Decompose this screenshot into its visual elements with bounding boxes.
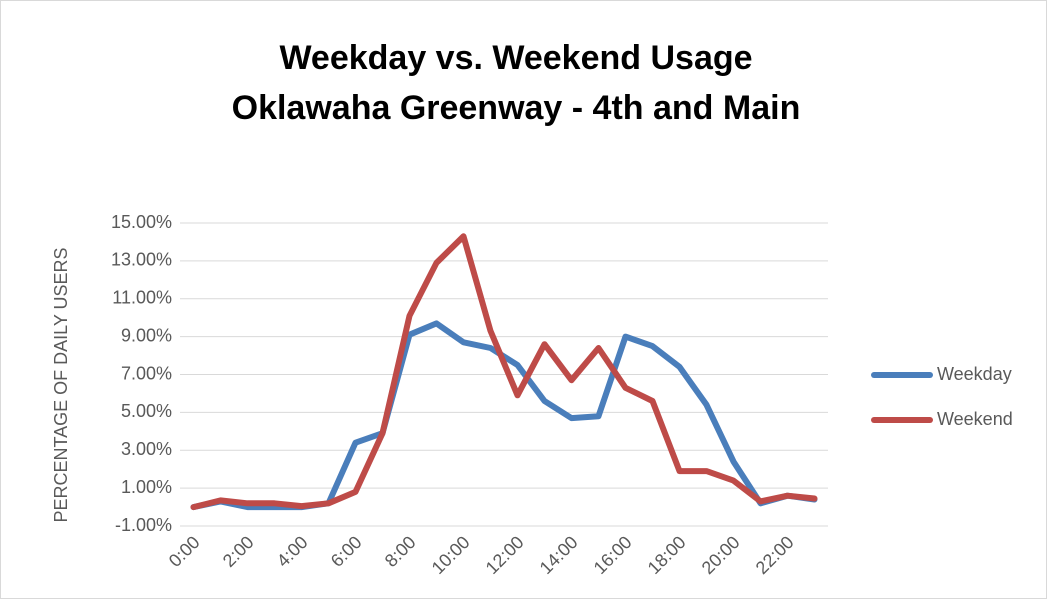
chart-subtitle: Oklawaha Greenway - 4th and Main xyxy=(232,89,801,127)
chart-title: Weekday vs. Weekend Usage xyxy=(279,39,752,77)
y-tick-label: 13.00% xyxy=(111,250,172,270)
y-tick-label: 3.00% xyxy=(121,439,172,459)
y-axis-label: PERCENTAGE OF DAILY USERS xyxy=(51,247,71,522)
y-tick-label: 1.00% xyxy=(121,477,172,497)
y-tick-label: 15.00% xyxy=(111,212,172,232)
y-tick-label: 7.00% xyxy=(121,363,172,383)
y-tick-label: 11.00% xyxy=(112,288,172,308)
y-tick-label: 9.00% xyxy=(121,325,172,345)
legend-label: Weekday xyxy=(937,364,1012,384)
line-series xyxy=(190,233,818,511)
y-tick-label: -1.00% xyxy=(115,515,172,535)
y-tick-label: 5.00% xyxy=(121,401,172,421)
legend-label: Weekend xyxy=(937,409,1013,429)
